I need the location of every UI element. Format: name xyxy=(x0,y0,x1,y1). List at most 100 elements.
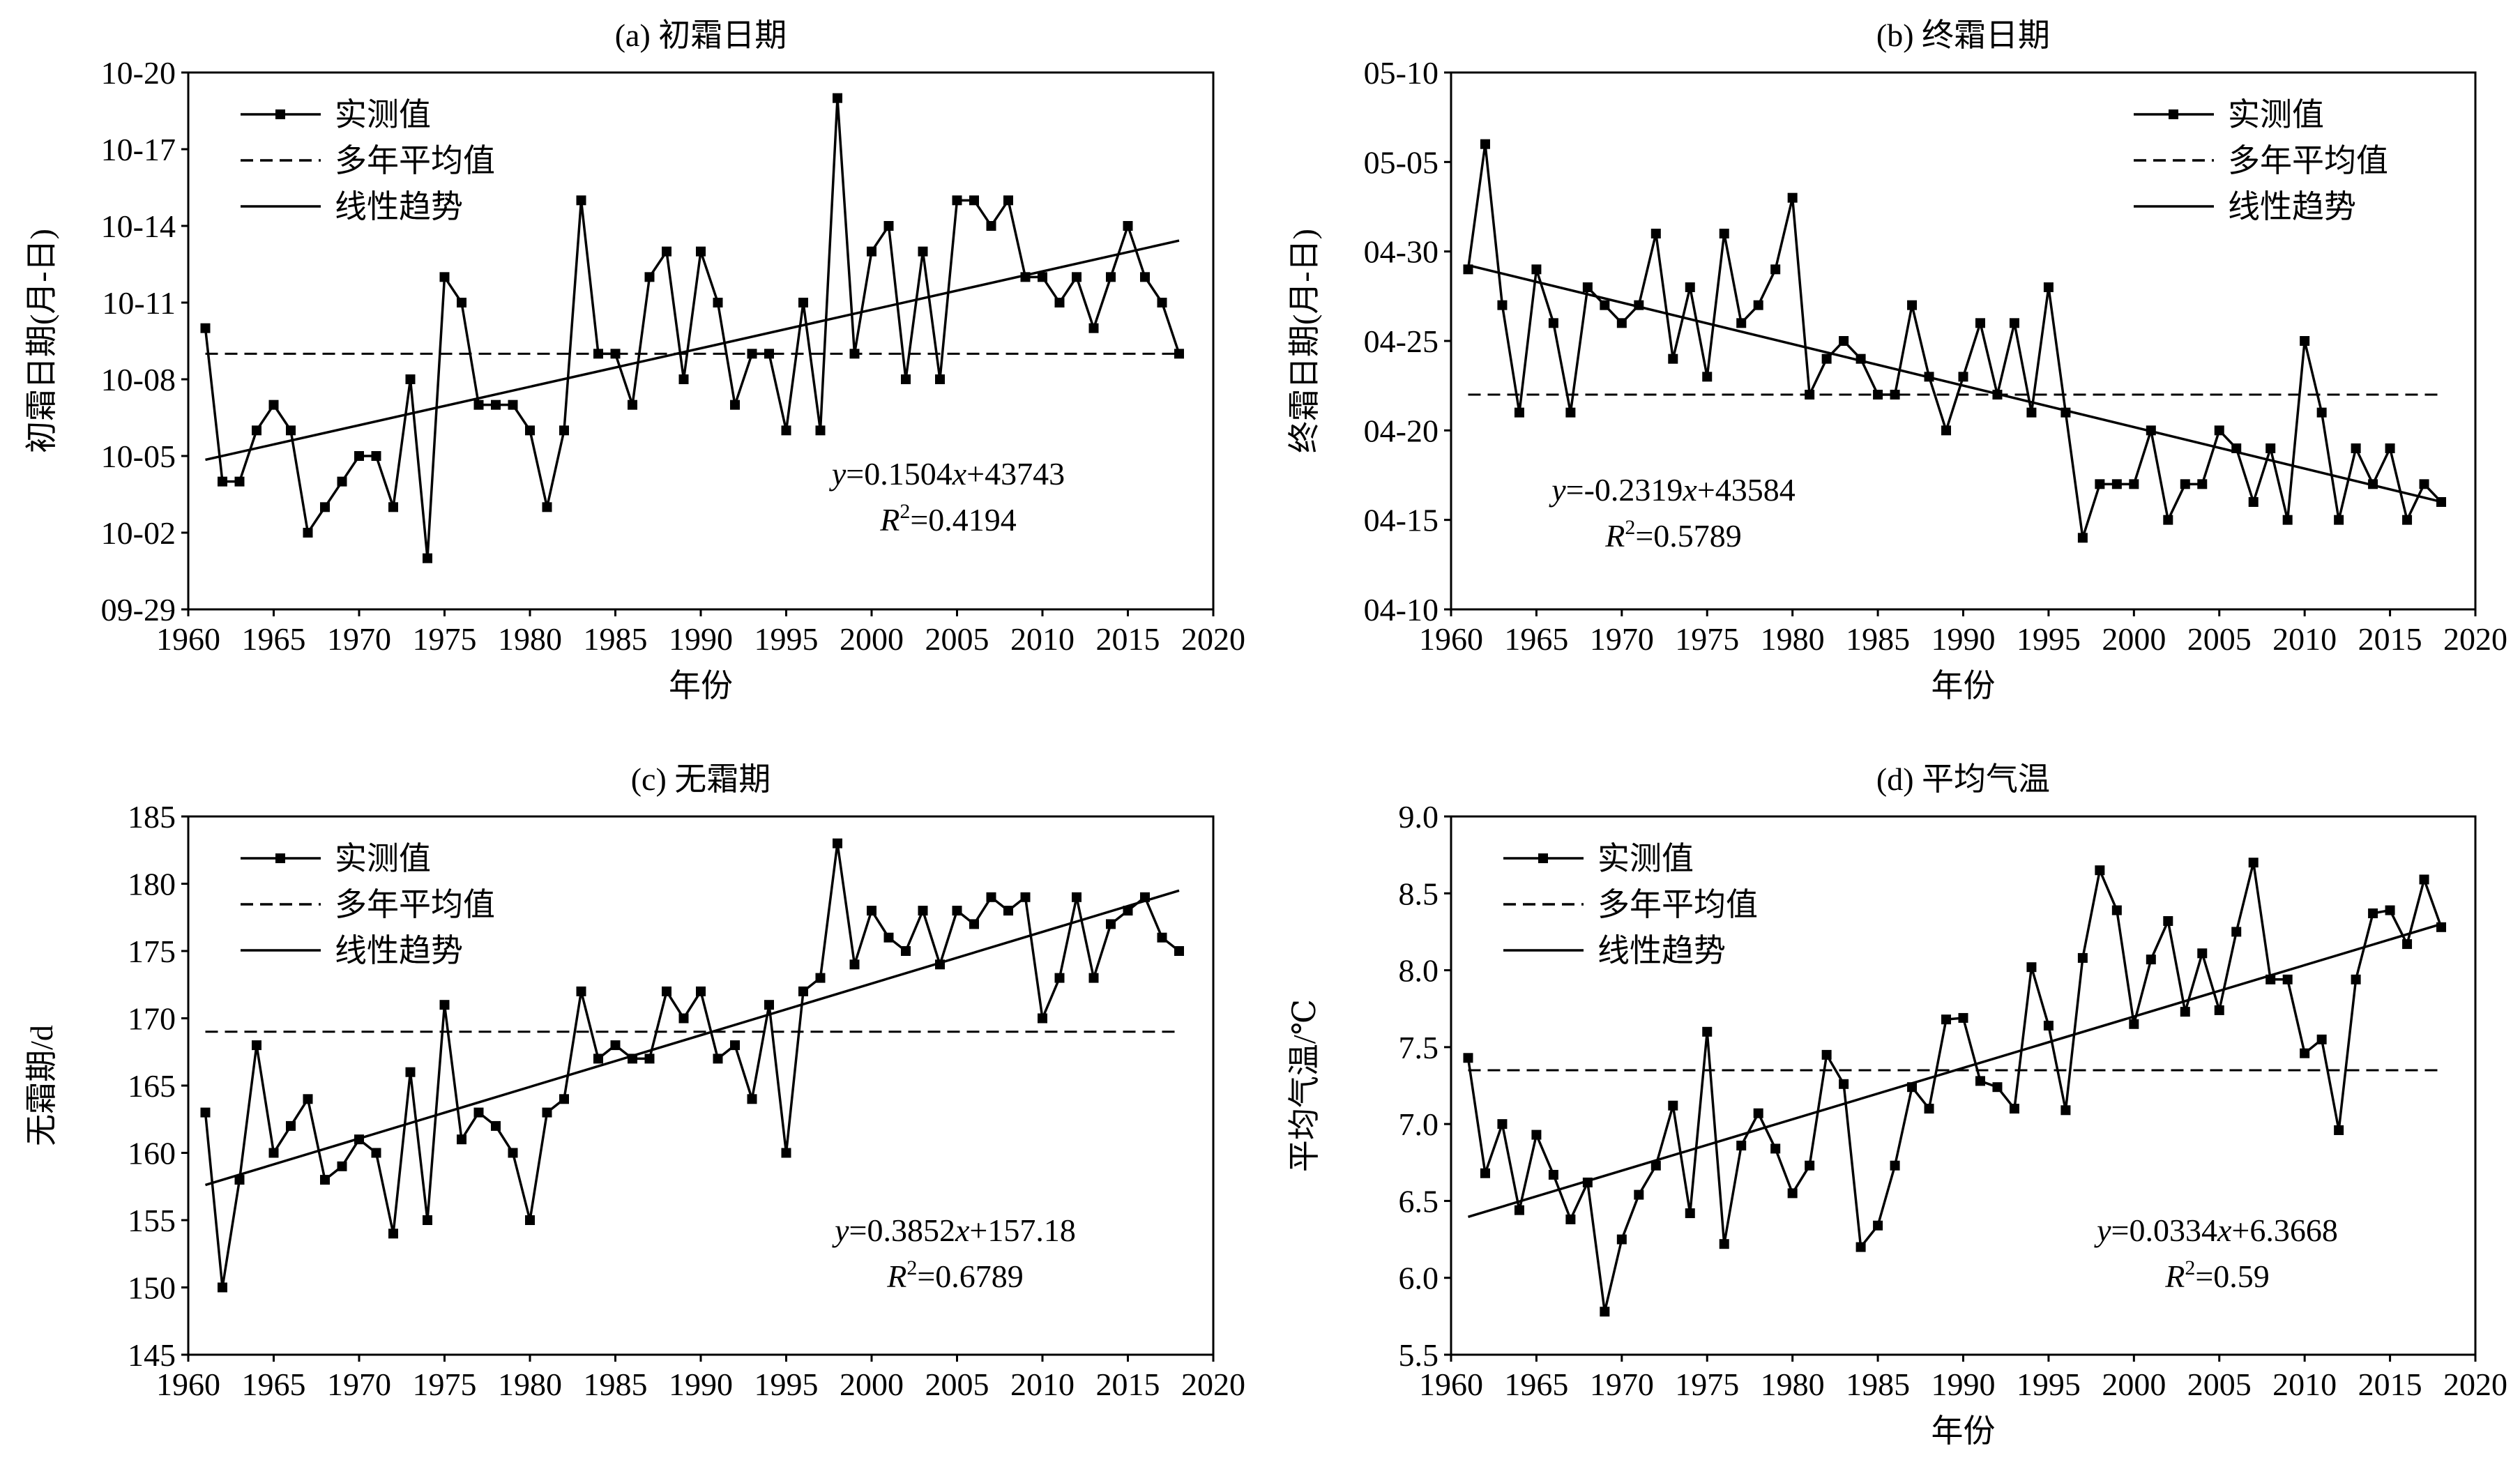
data-point-1967 xyxy=(303,528,313,538)
x-axis-label: 年份 xyxy=(1931,1413,1996,1449)
data-point-1972 xyxy=(1650,229,1661,238)
x-tick-label: 2000 xyxy=(2102,1367,2166,1402)
x-tick-label: 2000 xyxy=(2102,621,2166,657)
data-point-2015 xyxy=(2385,905,2395,915)
x-tick-label: 1970 xyxy=(1590,1367,1654,1402)
chart-panel-1: (a) 初霜日期 1960 1965 1970 1975 1980 1985 1990 1995… xyxy=(24,17,1245,704)
data-point-2006 xyxy=(969,195,979,206)
r-value: =0.6789 xyxy=(917,1258,1023,1294)
data-point-1980 xyxy=(1787,1188,1798,1199)
data-point-1990 xyxy=(696,986,706,996)
y-tick-label: 6.0 xyxy=(1399,1261,1439,1296)
data-point-1961 xyxy=(200,1107,211,1118)
y-tick-label: 04-30 xyxy=(1364,234,1439,270)
data-point-2015 xyxy=(2385,443,2395,453)
data-point-1977 xyxy=(1736,318,1747,328)
data-point-1996 xyxy=(2060,1105,2071,1116)
data-point-1973 xyxy=(405,1067,416,1077)
data-point-2017 xyxy=(1157,932,1167,943)
data-point-1978 xyxy=(1753,300,1763,310)
x-tick-label: 1970 xyxy=(1590,621,1654,657)
regression-equation: y=-0.2319x+43584 xyxy=(1549,472,1796,508)
x-tick-label: 1990 xyxy=(669,1367,733,1402)
trend-line xyxy=(205,239,1180,462)
data-point-1967 xyxy=(1565,1214,1576,1224)
data-point-2007 xyxy=(2248,497,2259,507)
x-tick-label: 2020 xyxy=(2443,621,2507,657)
data-point-2000 xyxy=(2129,479,2139,489)
y-tick-label: 10-14 xyxy=(101,208,176,244)
data-point-2012 xyxy=(1072,272,1081,282)
x-tick-label: 1990 xyxy=(669,621,733,657)
data-point-1974 xyxy=(1685,1208,1695,1219)
data-point-2009 xyxy=(2282,515,2293,525)
data-point-1984 xyxy=(593,1054,603,1064)
data-point-1997 xyxy=(2077,533,2088,543)
data-point-1961 xyxy=(200,323,211,333)
data-point-1993 xyxy=(2009,318,2019,328)
y-tick-label: 6.5 xyxy=(1399,1183,1439,1219)
chart-title: (d) 平均气温 xyxy=(1876,761,2050,797)
x-tick-label: 1995 xyxy=(2017,621,2081,657)
regression-equation: y=0.3852x+157.18 xyxy=(832,1212,1076,1248)
data-point-2018 xyxy=(2436,922,2447,932)
eq-x: x xyxy=(955,1212,970,1248)
data-point-1992 xyxy=(1992,390,2003,400)
x-tick-label: 1965 xyxy=(242,621,306,657)
observed-series-line xyxy=(1466,862,2443,1312)
r-superscript: 2 xyxy=(900,500,910,523)
data-point-1992 xyxy=(730,1040,740,1051)
data-point-1963 xyxy=(234,1175,245,1185)
data-point-1972 xyxy=(388,502,398,512)
data-point-1984 xyxy=(593,349,603,359)
data-point-2013 xyxy=(1088,973,1099,983)
x-tick-label: 2010 xyxy=(1010,621,1075,657)
y-tick-label: 8.5 xyxy=(1399,876,1439,911)
data-point-2018 xyxy=(1174,946,1184,956)
x-tick-label: 1995 xyxy=(2017,1367,2081,1402)
data-point-2006 xyxy=(2231,927,2242,937)
x-axis-label: 年份 xyxy=(1931,668,1996,704)
data-point-1981 xyxy=(1805,1160,1815,1171)
data-point-2002 xyxy=(901,374,911,384)
data-point-2009 xyxy=(2282,974,2293,984)
y-tick-label: 04-15 xyxy=(1364,503,1439,538)
data-point-1989 xyxy=(1941,425,1952,436)
y-axis-label: 初霜日期(月-日) xyxy=(24,229,59,453)
data-point-2004 xyxy=(2197,479,2208,489)
legend-label: 实测值 xyxy=(335,841,431,876)
data-point-2012 xyxy=(2334,1125,2344,1135)
chart-panel-3: (c) 无霜期 1960 1965 1970 1975 1980 1985 1990 1995 2… xyxy=(24,761,1245,1402)
data-point-1962 xyxy=(218,476,227,487)
data-point-1990 xyxy=(696,246,706,257)
data-point-2006 xyxy=(2231,443,2242,453)
y-tick-label: 9.0 xyxy=(1399,799,1439,835)
eq-coef: =0.0334 xyxy=(2111,1212,2217,1248)
data-point-2002 xyxy=(901,946,911,956)
data-point-1998 xyxy=(833,838,842,849)
chart-title: (a) 初霜日期 xyxy=(615,17,787,53)
y-axis-label: 无霜期/d xyxy=(24,1025,59,1146)
data-point-1980 xyxy=(1787,192,1798,203)
regression-equation: y=0.1504x+43743 xyxy=(829,456,1065,492)
data-point-1979 xyxy=(508,400,518,410)
legend-marker xyxy=(1538,853,1548,863)
data-point-2010 xyxy=(1038,272,1047,282)
chart-panel-2: (b) 终霜日期 1960 1965 1970 1975 1980 1985 1990 1995… xyxy=(1286,17,2507,704)
data-point-1999 xyxy=(2111,905,2122,915)
data-point-2001 xyxy=(2146,955,2156,965)
data-point-1979 xyxy=(508,1148,518,1158)
data-point-2017 xyxy=(2419,874,2429,885)
data-point-1981 xyxy=(542,502,552,512)
data-point-1968 xyxy=(320,502,330,512)
y-tick-label: 04-20 xyxy=(1364,413,1439,448)
eq-intercept: +6.3668 xyxy=(2231,1212,2337,1248)
data-point-1970 xyxy=(354,451,364,461)
data-point-2005 xyxy=(2214,425,2224,436)
data-point-1995 xyxy=(2043,282,2054,292)
data-point-2011 xyxy=(1054,298,1065,307)
data-point-1983 xyxy=(576,986,586,996)
data-point-2011 xyxy=(2316,407,2327,418)
data-point-1983 xyxy=(1839,336,1849,346)
data-point-1975 xyxy=(439,1000,450,1010)
